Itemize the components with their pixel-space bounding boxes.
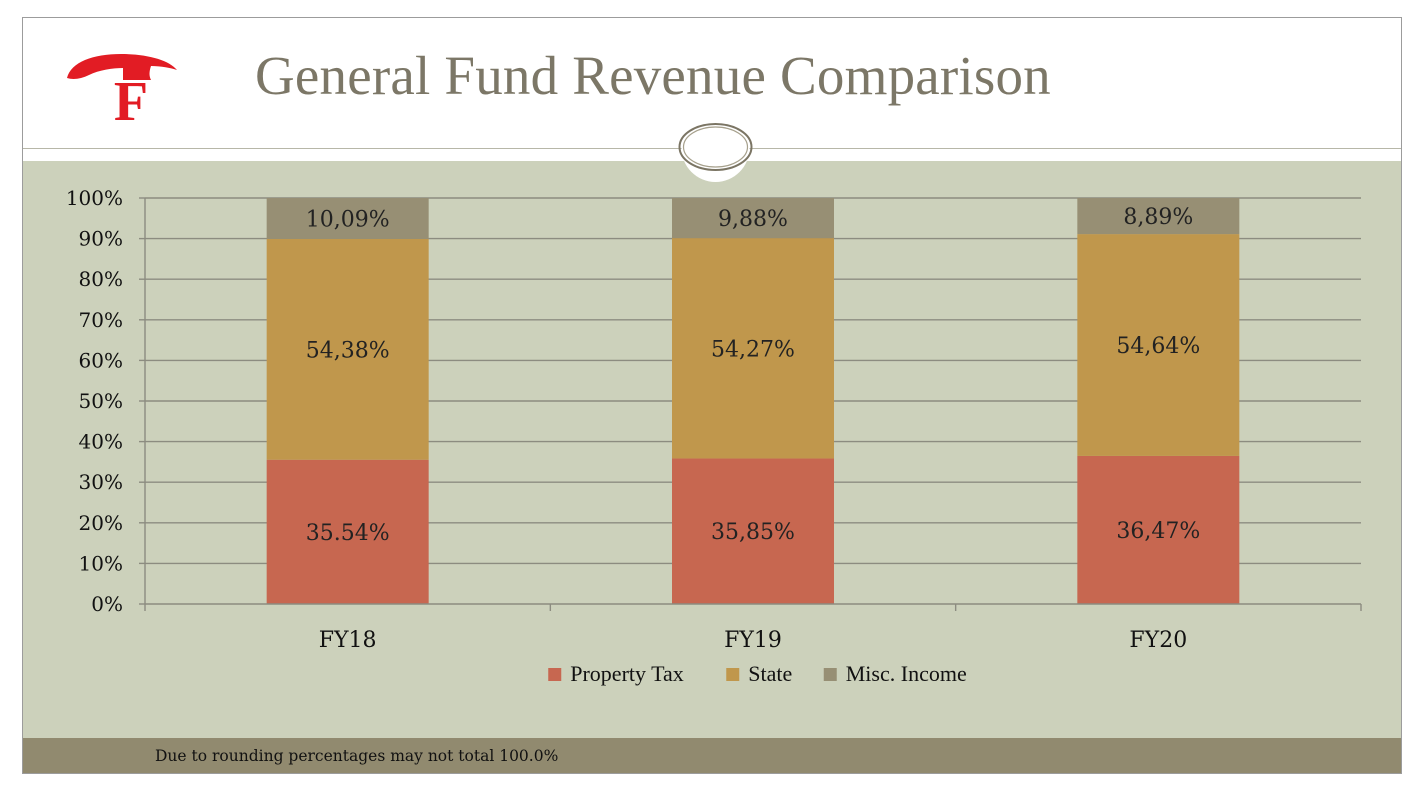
legend-swatch <box>548 668 562 681</box>
bar-segment-state <box>266 238 429 460</box>
x-tick-label: FY20 <box>1129 628 1187 653</box>
data-label: 36,47% <box>1116 519 1200 544</box>
logo-letter: F <box>114 71 148 124</box>
y-tick-label: 20% <box>79 511 123 535</box>
legend-label: Misc. Income <box>846 661 967 686</box>
bar-segment-misc-income <box>266 198 429 239</box>
data-label: 8,89% <box>1123 205 1193 230</box>
x-tick-label: FY18 <box>319 628 377 653</box>
data-label: 9,88% <box>718 207 788 232</box>
y-tick-label: 70% <box>79 308 123 332</box>
bar-segment-state <box>672 238 834 459</box>
bar-segment-property-tax <box>672 458 834 604</box>
legend-swatch <box>823 668 837 681</box>
rounding-footnote: Due to rounding percentages may not tota… <box>155 747 559 765</box>
school-logo: F <box>67 54 177 124</box>
stacked-bar-chart: 0% 10% 20% 30% 40% 50% 60% 70% 80% 90% 100% FY18 FY1… <box>66 186 1362 686</box>
x-tick-label: FY19 <box>724 628 782 653</box>
y-tick-label: 0% <box>91 592 123 616</box>
bar-segment-property-tax <box>1077 455 1240 604</box>
data-label: 35.54% <box>306 521 390 546</box>
data-label: 10,09% <box>306 207 390 232</box>
legend-swatch <box>726 668 740 681</box>
y-tick-label: 10% <box>79 551 123 575</box>
y-tick-label: 30% <box>79 470 123 494</box>
bar-segment-state <box>1077 234 1240 456</box>
bar-segment-misc-income <box>672 198 834 239</box>
footer-band <box>23 738 1401 773</box>
data-label: 54,38% <box>306 338 390 363</box>
ornament-circle <box>678 118 753 182</box>
slide: F General Fund Revenue Comparison 0% 10% 2… <box>22 17 1402 774</box>
y-tick-label: 50% <box>79 389 123 413</box>
data-label: 54,27% <box>711 337 795 362</box>
legend-label: State <box>748 661 792 686</box>
bar-segment-misc-income <box>1077 198 1240 235</box>
y-tick-label: 90% <box>79 227 123 251</box>
y-tick-label: 60% <box>79 348 123 372</box>
logo-arch <box>67 54 177 80</box>
y-tick-label: 40% <box>79 430 123 454</box>
y-tick-label: 100% <box>66 186 123 210</box>
page-title: General Fund Revenue Comparison <box>255 45 1051 106</box>
data-label: 54,64% <box>1116 334 1200 359</box>
y-tick-label: 80% <box>79 267 123 291</box>
legend-label: Property Tax <box>570 661 684 686</box>
bar-segment-property-tax <box>266 459 429 604</box>
data-label: 35,85% <box>711 520 795 545</box>
